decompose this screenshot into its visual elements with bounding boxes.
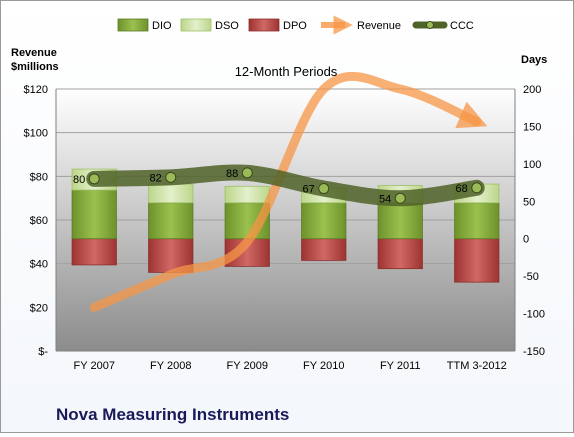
bar-dso bbox=[148, 183, 194, 204]
ccc-data-label: 67 bbox=[303, 184, 315, 196]
ccc-point bbox=[318, 183, 330, 195]
legend-label-dpo: DPO bbox=[283, 20, 307, 32]
legend-label-dio: DIO bbox=[152, 20, 172, 32]
x-tick-label: FY 2009 bbox=[227, 360, 268, 372]
ccc-series: 80 82 88 67 54 68 bbox=[73, 164, 485, 207]
bar-dio bbox=[71, 189, 117, 240]
ccc-point bbox=[471, 182, 483, 194]
bar-dio bbox=[454, 202, 500, 240]
bar-dpo bbox=[301, 238, 347, 261]
revenue-line bbox=[89, 71, 488, 312]
legend-swatch-dpo bbox=[248, 18, 280, 32]
x-tick-label: FY 2007 bbox=[74, 360, 115, 372]
bar-dio bbox=[148, 202, 194, 240]
axes: $- $20 $40 $60 $80 $100 $120 -150 -100 -50 0 50 100 1… bbox=[24, 84, 546, 372]
right-axis-title: Days bbox=[521, 54, 547, 66]
left-axis-title-line1: Revenue bbox=[11, 47, 57, 59]
left-tick-label: $100 bbox=[24, 128, 48, 140]
x-tick-label: FY 2011 bbox=[380, 360, 421, 372]
left-tick-label: $80 bbox=[30, 171, 48, 183]
left-tick-label: $120 bbox=[24, 84, 48, 96]
ccc-data-label: 88 bbox=[226, 168, 238, 180]
right-tick-label: 0 bbox=[523, 234, 529, 246]
ccc-point bbox=[88, 173, 100, 185]
legend-label-revenue: Revenue bbox=[357, 20, 401, 32]
right-tick-label: 200 bbox=[523, 84, 541, 96]
bar-dio bbox=[301, 202, 347, 240]
x-tick-label: FY 2010 bbox=[303, 360, 344, 372]
right-tick-label: 150 bbox=[523, 121, 541, 133]
ccc-data-label: 80 bbox=[73, 174, 85, 186]
legend-swatch-dso bbox=[180, 18, 212, 32]
ccc-data-label: 54 bbox=[379, 193, 391, 205]
left-tick-label: $60 bbox=[30, 215, 48, 227]
bar-dso bbox=[224, 185, 270, 204]
ccc-point bbox=[394, 192, 406, 204]
ccc-data-label: 82 bbox=[150, 172, 162, 184]
left-tick-label: $- bbox=[38, 346, 48, 358]
company-name: Nova Measuring Instruments bbox=[56, 405, 290, 424]
right-tick-label: -150 bbox=[523, 346, 545, 358]
ccc-data-label: 68 bbox=[456, 183, 468, 195]
legend-label-dso: DSO bbox=[215, 20, 239, 32]
ccc-point bbox=[165, 171, 177, 183]
revenue-series bbox=[89, 71, 488, 312]
bar-dio bbox=[377, 202, 423, 240]
right-tick-label: 50 bbox=[523, 196, 535, 208]
left-tick-label: $20 bbox=[30, 302, 48, 314]
bar-dpo bbox=[377, 238, 423, 270]
chart-title: 12-Month Periods bbox=[235, 64, 338, 79]
left-tick-label: $40 bbox=[30, 259, 48, 271]
x-tick-label: TTM 3-2012 bbox=[447, 360, 507, 372]
ccc-line bbox=[86, 164, 485, 207]
legend-swatch-dio bbox=[117, 18, 149, 32]
right-tick-label: 100 bbox=[523, 159, 541, 171]
ccc-point bbox=[241, 167, 253, 179]
legend: DIO DSO DPO Revenue CCC bbox=[117, 15, 474, 35]
legend-swatch-ccc-point bbox=[426, 21, 434, 29]
x-tick-label: FY 2008 bbox=[150, 360, 191, 372]
bar-dpo bbox=[454, 238, 500, 283]
legend-label-ccc: CCC bbox=[450, 20, 474, 32]
left-axis-title-line2: $millions bbox=[11, 61, 59, 73]
right-tick-label: -100 bbox=[523, 309, 545, 321]
right-tick-label: -50 bbox=[523, 271, 539, 283]
bar-dpo bbox=[71, 238, 117, 266]
